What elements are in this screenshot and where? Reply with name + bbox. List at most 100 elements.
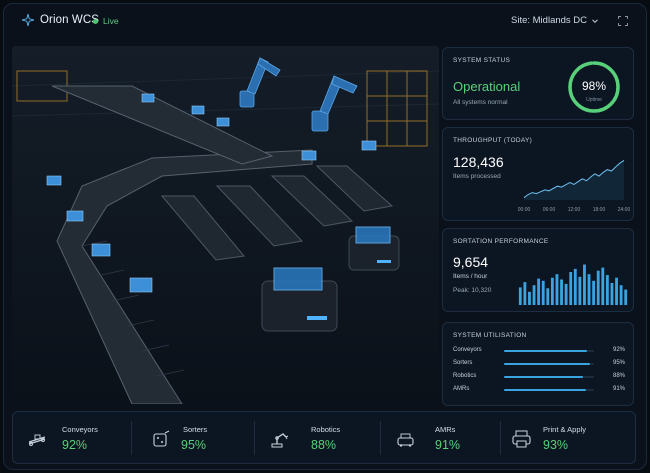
kpi-sorters[interactable]: Sorters 95%: [150, 412, 260, 465]
sortation-bar: [587, 274, 591, 305]
sortation-bar: [596, 270, 600, 305]
util-row-robotics: Robotics 88%: [453, 373, 625, 383]
sortation-bar: [592, 280, 596, 305]
uptime-gauge-arc: [568, 61, 620, 113]
warehouse-image: [12, 46, 439, 404]
sortation-bar: [601, 267, 605, 305]
x-tick-label: 12:00: [568, 207, 581, 213]
live-dot-icon: [93, 18, 98, 24]
live-indicator: Live: [93, 16, 119, 26]
kpi-amrs[interactable]: AMRs 91%: [395, 412, 505, 465]
sortation-bar: [560, 279, 563, 305]
sortation-bar: [578, 276, 582, 305]
util-value: 95%: [612, 360, 625, 366]
live-label: Live: [103, 16, 119, 26]
uptime-gauge: [568, 61, 620, 113]
robot-arm-icon: [271, 433, 289, 448]
util-row-conveyors: Conveyors 92%: [453, 347, 625, 357]
status-subtitle: All systems normal: [453, 99, 508, 106]
kpi-divider: [254, 421, 255, 455]
throughput-value: 128,436: [453, 154, 504, 170]
kpi-value: 91%: [435, 438, 461, 452]
printer-icon: [512, 430, 531, 448]
sortation-bar: [528, 291, 531, 305]
status-value: Operational: [453, 79, 521, 94]
x-tick-label: 24:00: [618, 207, 630, 213]
util-row-amrs: AMRs 91%: [453, 386, 625, 396]
kpi-label: Sorters: [183, 425, 208, 434]
util-label: Robotics: [453, 373, 477, 379]
throughput-area: [524, 160, 624, 200]
util-track: [504, 376, 594, 378]
util-label: Conveyors: [453, 347, 482, 353]
kpi-divider: [500, 421, 501, 455]
kpi-label: Print & Apply: [543, 425, 586, 434]
sortation-bar: [564, 283, 568, 305]
kpi-value: 93%: [543, 438, 569, 452]
kpi-divider: [380, 421, 381, 455]
top-bar: Orion WCS Live Site: Midlands DC: [4, 4, 646, 38]
site-label: Site: Midlands DC: [511, 15, 588, 26]
sortation-bar: [610, 283, 614, 305]
util-value: 92%: [612, 347, 625, 353]
util-fill: [504, 389, 586, 391]
sortation-bar: [518, 287, 522, 305]
warehouse-illustration: [12, 46, 439, 404]
util-row-sorters: Sorters 95%: [453, 360, 625, 370]
compass-star-icon: [22, 14, 34, 26]
kpi-value: 95%: [181, 438, 207, 452]
sortation-bar: [583, 264, 586, 305]
app-name: Orion WCS: [40, 14, 100, 26]
brand: Orion WCS: [22, 14, 99, 26]
sortation-bar: [550, 277, 554, 305]
util-track: [504, 389, 594, 391]
conveyor-icon: [28, 434, 46, 446]
util-fill: [504, 376, 584, 378]
kpi-label: Conveyors: [62, 425, 98, 434]
card-title: SYSTEM UTILISATION: [453, 332, 527, 339]
chevron-down-icon: [592, 18, 598, 23]
uptime-label: Uptime: [586, 97, 602, 103]
kpi-bar: Conveyors 92% Sorters 95% Robotics 88%: [12, 411, 636, 464]
card-title: THROUGHPUT (TODAY): [453, 137, 533, 144]
sorter-icon: [153, 430, 170, 447]
card-title: SORTATION PERFORMANCE: [453, 238, 549, 245]
throughput-line: [523, 159, 625, 199]
util-value: 91%: [612, 386, 625, 392]
kpi-conveyors[interactable]: Conveyors 92%: [27, 412, 137, 465]
uptime-percent: 98%: [581, 79, 607, 93]
throughput-line-chart: 00:00 06:00 12:00 18:00 24:00: [518, 159, 630, 213]
sortation-bar: [605, 275, 609, 305]
kpi-value: 92%: [62, 438, 88, 452]
fullscreen-icon[interactable]: [618, 16, 628, 26]
util-label: AMRs: [453, 386, 470, 392]
site-selector[interactable]: Site: Midlands DC: [511, 15, 599, 26]
util-value: 88%: [612, 373, 625, 379]
util-fill: [504, 363, 590, 365]
sortation-value: 9,654: [453, 254, 489, 270]
sortation-bar: [569, 272, 573, 305]
amr-icon: [397, 433, 414, 447]
util-track: [504, 363, 594, 365]
kpi-value: 88%: [311, 438, 337, 452]
sortation-bar-chart: [518, 264, 628, 305]
kpi-robotics[interactable]: Robotics 88%: [269, 412, 379, 465]
x-tick-label: 18:00: [593, 207, 606, 213]
x-tick-label: 06:00: [543, 207, 556, 213]
sortation-bar: [615, 277, 618, 305]
sortation-bar: [624, 289, 628, 305]
utilisation-card: SYSTEM UTILISATION Conveyors 92% Sorters…: [442, 322, 634, 406]
x-tick-label: 00:00: [518, 207, 530, 213]
sortation-bar: [532, 285, 536, 305]
sortation-unit: Items / hour: [453, 273, 488, 280]
app-window: Orion WCS Live Site: Midlands DC: [3, 3, 647, 470]
sortation-bar: [555, 274, 559, 305]
util-label: Sorters: [453, 360, 473, 366]
sortation-bar: [573, 268, 577, 305]
sortation-bar: [619, 285, 623, 305]
throughput-card: THROUGHPUT (TODAY) 128,436 Items process…: [442, 127, 634, 221]
kpi-label: AMRs: [435, 425, 456, 434]
sortation-bar: [537, 278, 541, 305]
kpi-label: Robotics: [311, 425, 341, 434]
kpi-print-apply[interactable]: Print & Apply 93%: [511, 412, 631, 465]
